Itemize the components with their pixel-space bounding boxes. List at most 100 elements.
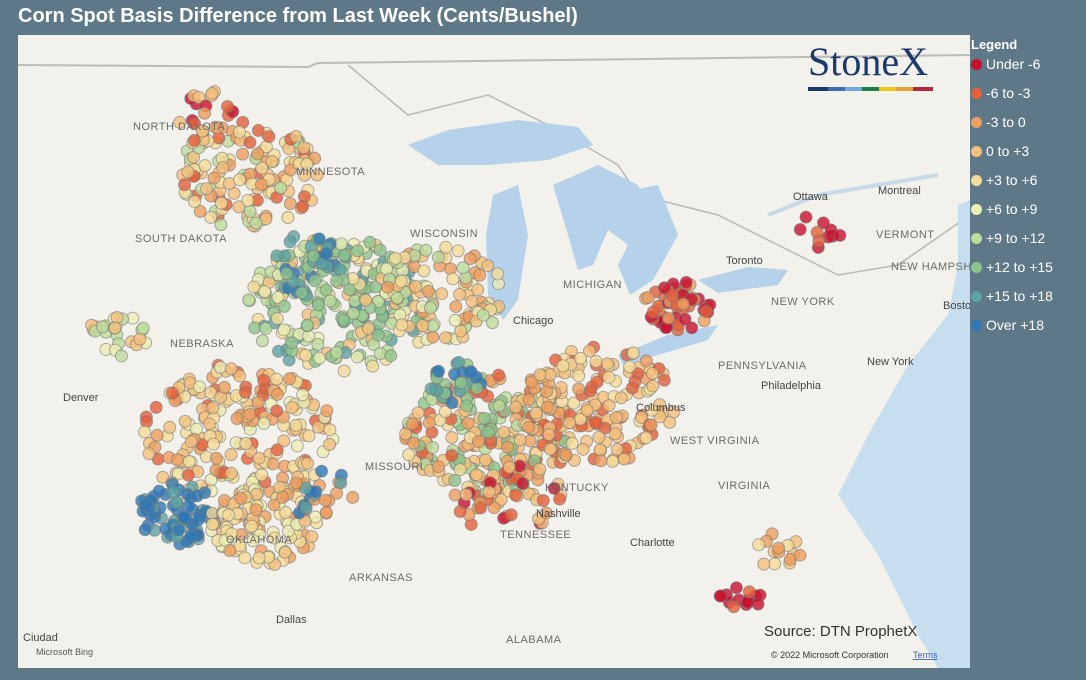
- site-dot: [451, 244, 465, 258]
- site-dot: [275, 490, 289, 504]
- site-dot: [177, 510, 191, 524]
- site-dot: [152, 484, 166, 498]
- site-dot: [277, 323, 291, 337]
- site-dot: [133, 332, 147, 346]
- legend-swatch: [971, 233, 982, 244]
- map-label: Chicago: [513, 315, 553, 327]
- site-dot: [448, 488, 462, 502]
- site-dot: [308, 274, 322, 288]
- site-dot: [269, 372, 283, 386]
- map-label: PENNSYLVANIA: [718, 360, 807, 372]
- site-dot: [424, 382, 438, 396]
- site-dot: [439, 240, 453, 254]
- map-label: Nashville: [536, 508, 581, 520]
- site-dot: [426, 440, 440, 454]
- site-dot: [639, 354, 653, 368]
- site-dot: [203, 417, 217, 431]
- site-dot: [251, 123, 265, 137]
- site-dot: [453, 463, 467, 477]
- site-dot: [300, 318, 314, 332]
- site-dot: [198, 106, 212, 120]
- logo-bar: [808, 87, 933, 91]
- site-dot: [267, 498, 281, 512]
- site-dot: [305, 530, 319, 544]
- site-dot: [757, 557, 771, 571]
- map-label: OKLAHOMA: [226, 534, 293, 546]
- legend-item: -3 to 0: [971, 114, 1053, 143]
- map-label: MICHIGAN: [563, 279, 622, 291]
- site-dot: [306, 249, 320, 263]
- site-dot: [402, 448, 416, 462]
- site-dot: [492, 399, 506, 413]
- site-dot: [626, 346, 640, 360]
- site-dot: [351, 244, 365, 258]
- site-dot: [459, 488, 473, 502]
- site-dot: [661, 311, 675, 325]
- site-dot: [536, 494, 550, 508]
- legend-swatch: [971, 320, 982, 331]
- site-dot: [463, 252, 477, 266]
- legend-item: Over +18: [971, 317, 1053, 346]
- site-dot: [310, 168, 324, 182]
- site-dot: [504, 508, 518, 522]
- site-dot: [283, 197, 297, 211]
- site-dot: [533, 462, 547, 476]
- site-dot: [609, 410, 623, 424]
- site-dot: [448, 474, 462, 488]
- site-dot: [270, 387, 284, 401]
- site-dot: [481, 259, 495, 273]
- site-dot: [184, 435, 198, 449]
- site-dot: [529, 406, 543, 420]
- site-dot: [239, 436, 253, 450]
- site-dot: [473, 268, 487, 282]
- site-dot: [233, 125, 247, 139]
- site-dot: [477, 411, 491, 425]
- site-dot: [363, 235, 377, 249]
- site-dot: [685, 321, 699, 335]
- site-dot: [727, 600, 741, 614]
- site-dot: [173, 115, 187, 129]
- legend-swatch: [971, 262, 982, 273]
- site-dot: [533, 368, 547, 382]
- site-dot: [572, 382, 586, 396]
- legend-label: +9 to +12: [986, 230, 1046, 246]
- site-dot: [423, 301, 437, 315]
- legend-item: +15 to +18: [971, 288, 1053, 317]
- site-dot: [431, 460, 445, 474]
- site-dot: [230, 412, 244, 426]
- site-dot: [214, 218, 228, 232]
- site-dot: [639, 431, 653, 445]
- site-dot: [257, 416, 271, 430]
- site-dot: [593, 443, 607, 457]
- site-dot: [285, 400, 299, 414]
- site-dot: [350, 350, 364, 364]
- site-dot: [513, 433, 527, 447]
- site-dot: [254, 178, 268, 192]
- terms-link[interactable]: Terms: [913, 650, 938, 660]
- legend-item: -6 to -3: [971, 85, 1053, 114]
- site-dot: [207, 171, 221, 185]
- map-label: Columbus: [636, 402, 686, 414]
- site-dot: [373, 243, 387, 257]
- legend-label: -3 to 0: [986, 114, 1026, 130]
- site-dot: [516, 477, 530, 491]
- site-dot: [337, 313, 351, 327]
- site-dot: [251, 147, 265, 161]
- map-label: Philadelphia: [761, 380, 822, 392]
- legend-item: +6 to +9: [971, 201, 1053, 230]
- site-dot: [421, 284, 435, 298]
- site-dot: [606, 454, 620, 468]
- site-dot: [281, 210, 295, 224]
- legend-swatch: [971, 175, 982, 186]
- site-dot: [600, 357, 614, 371]
- site-dot: [509, 400, 523, 414]
- site-dot: [623, 360, 637, 374]
- site-dot: [768, 557, 782, 571]
- site-dot: [209, 451, 223, 465]
- site-dot: [210, 121, 224, 135]
- site-dot: [453, 504, 467, 518]
- map: NORTH DAKOTA MINNESOTA SOUTH DAKOTA WISC…: [18, 35, 970, 668]
- site-dot: [296, 199, 310, 213]
- site-dot: [192, 380, 206, 394]
- site-dot: [405, 417, 419, 431]
